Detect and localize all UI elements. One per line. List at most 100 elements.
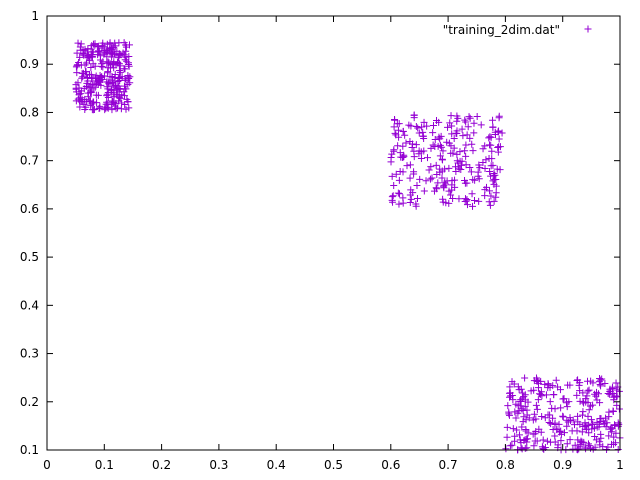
data-point	[462, 141, 470, 149]
data-point	[403, 162, 411, 170]
data-point	[467, 168, 475, 176]
data-point	[565, 398, 573, 406]
data-point	[87, 64, 95, 72]
data-point	[88, 100, 96, 108]
data-point	[525, 414, 533, 422]
data-point	[463, 195, 471, 203]
data-point	[391, 115, 399, 123]
data-point	[387, 154, 395, 162]
data-point	[612, 379, 620, 387]
data-point	[108, 97, 116, 105]
data-point	[542, 391, 550, 399]
data-point	[482, 183, 490, 191]
data-point	[438, 143, 446, 151]
data-point	[106, 73, 114, 81]
x-tick-label: 0.3	[209, 458, 228, 472]
data-point	[578, 428, 586, 436]
data-point	[553, 426, 561, 434]
data-point	[88, 52, 96, 60]
data-point	[100, 43, 108, 51]
data-point	[406, 191, 414, 199]
data-point	[585, 406, 593, 414]
data-point	[465, 113, 473, 121]
data-point	[96, 104, 104, 112]
data-point	[601, 379, 609, 387]
data-point	[410, 147, 418, 155]
data-point	[502, 445, 510, 453]
data-point	[487, 141, 495, 149]
data-point	[610, 421, 618, 429]
data-point	[439, 195, 447, 203]
data-point	[461, 179, 469, 187]
data-point	[104, 78, 112, 86]
data-point	[512, 414, 520, 422]
data-point	[449, 149, 457, 157]
data-point	[490, 170, 498, 178]
data-point	[551, 438, 559, 446]
data-point	[545, 419, 553, 427]
data-point	[94, 47, 102, 55]
data-point	[533, 377, 541, 385]
data-point	[430, 121, 438, 129]
x-tick-label: 0.7	[439, 458, 458, 472]
data-point	[474, 168, 482, 176]
data-point	[454, 159, 462, 167]
data-point	[428, 174, 436, 182]
data-point	[534, 384, 542, 392]
data-point	[492, 175, 500, 183]
x-tick-label: 0	[43, 458, 51, 472]
data-point	[596, 399, 604, 407]
data-point	[469, 147, 477, 155]
data-point	[494, 148, 502, 156]
data-point	[408, 143, 416, 151]
data-point	[573, 391, 581, 399]
data-point	[104, 94, 112, 102]
data-point	[438, 155, 446, 163]
x-tick-label: 0.8	[496, 458, 515, 472]
data-point	[576, 443, 584, 451]
data-point	[91, 62, 99, 70]
data-point	[546, 398, 554, 406]
plot-frame	[46, 15, 621, 451]
data-point	[452, 168, 460, 176]
data-point	[470, 119, 478, 127]
data-point	[415, 150, 423, 158]
data-point	[412, 141, 420, 149]
data-point	[559, 412, 567, 420]
data-point	[470, 129, 478, 137]
data-point	[608, 425, 616, 433]
data-point	[104, 68, 112, 76]
data-point	[99, 39, 107, 47]
data-point	[434, 179, 442, 187]
data-point	[607, 424, 615, 432]
data-point	[508, 378, 516, 386]
data-point	[481, 192, 489, 200]
data-point	[103, 92, 111, 100]
y-tick-label: 0.9	[20, 57, 39, 71]
data-point	[469, 202, 477, 210]
data-point	[432, 161, 440, 169]
data-point	[412, 122, 420, 130]
data-point	[468, 140, 476, 148]
data-point	[557, 437, 565, 445]
data-point	[446, 119, 454, 127]
data-point	[587, 416, 595, 424]
data-point	[111, 74, 119, 82]
data-point	[400, 151, 408, 159]
data-point	[585, 386, 593, 394]
data-point	[431, 135, 439, 143]
data-point	[427, 144, 435, 152]
data-point	[96, 78, 104, 86]
x-tick-label: 0.4	[267, 458, 286, 472]
data-point	[461, 195, 469, 203]
data-point	[412, 202, 420, 210]
data-point	[584, 412, 592, 420]
data-point	[462, 152, 470, 160]
data-point	[475, 175, 483, 183]
data-point	[97, 62, 105, 70]
data-point	[120, 51, 128, 59]
data-point	[508, 441, 516, 449]
legend-plus-marker	[584, 25, 592, 33]
data-point	[485, 134, 493, 142]
data-point	[72, 85, 80, 93]
